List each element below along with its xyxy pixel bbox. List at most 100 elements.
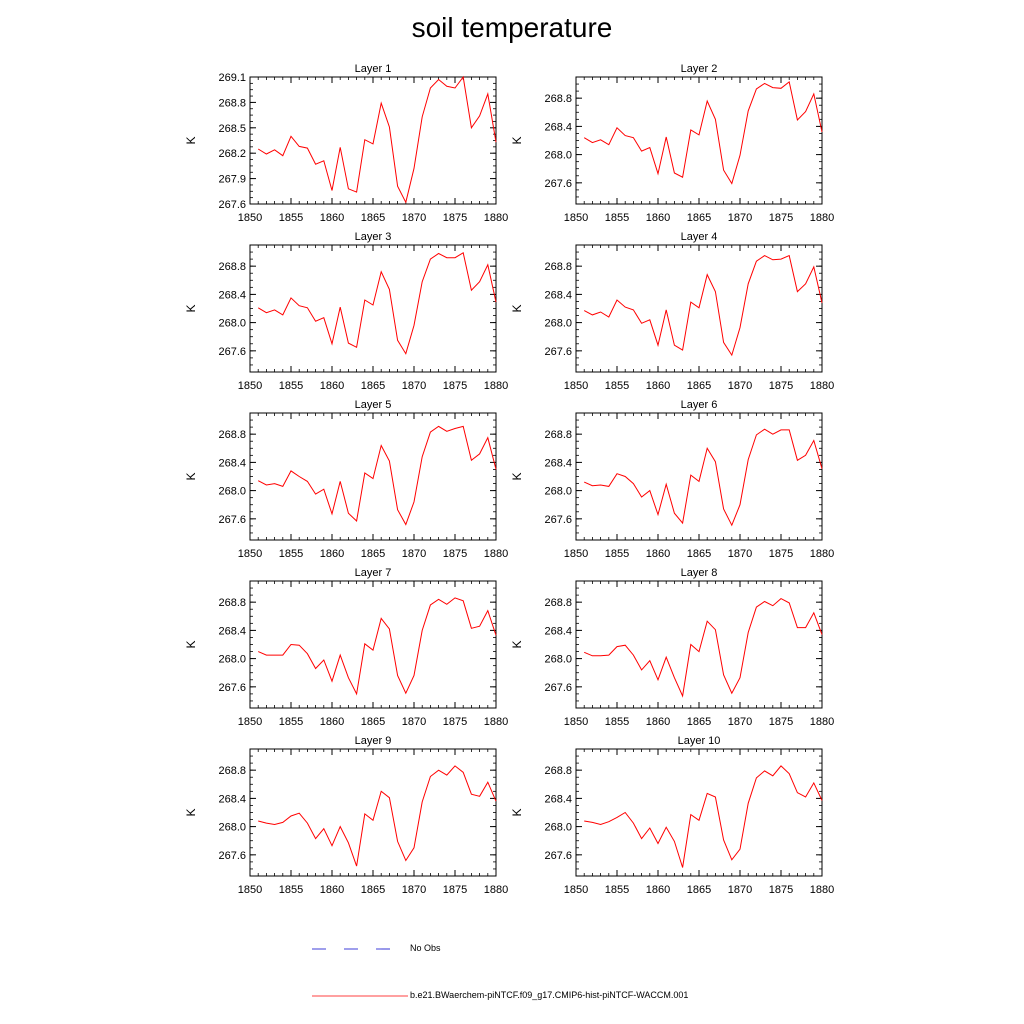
x-tick-label: 1880 bbox=[484, 548, 508, 560]
y-axis-label: K bbox=[184, 640, 198, 648]
x-tick-label: 1880 bbox=[484, 884, 508, 896]
panel-title: Layer 7 bbox=[355, 567, 392, 579]
y-tick-label: 267.9 bbox=[218, 174, 246, 186]
y-tick-label: 268.8 bbox=[544, 597, 572, 609]
x-tick-label: 1860 bbox=[320, 212, 344, 224]
x-tick-label: 1870 bbox=[728, 716, 752, 728]
x-tick-label: 1860 bbox=[320, 716, 344, 728]
x-tick-label: 1870 bbox=[402, 380, 426, 392]
y-tick-label: 268.0 bbox=[544, 318, 572, 330]
x-tick-label: 1865 bbox=[361, 380, 385, 392]
y-tick-label: 267.6 bbox=[218, 346, 246, 358]
y-axis-label: K bbox=[510, 304, 524, 312]
y-tick-label: 267.6 bbox=[544, 178, 572, 190]
y-tick-label: 267.6 bbox=[544, 346, 572, 358]
x-tick-label: 1880 bbox=[810, 380, 834, 392]
x-tick-label: 1850 bbox=[238, 716, 262, 728]
chart-panel-5: Layer 5 K 1850 1855 1860 1865 1870 1875 1880 267.… bbox=[184, 399, 508, 560]
x-tick-label: 1865 bbox=[687, 548, 711, 560]
x-tick-label: 1880 bbox=[810, 884, 834, 896]
y-tick-label: 268.0 bbox=[544, 150, 572, 162]
series-line bbox=[584, 765, 823, 868]
chart-panel-4: Layer 4 K 1850 1855 1860 1865 1870 1875 1880 267.… bbox=[510, 231, 834, 392]
x-tick-label: 1865 bbox=[687, 884, 711, 896]
y-tick-label: 268.0 bbox=[544, 822, 572, 834]
legend-model-label: b.e21.BWaerchem-piNTCF.f09_g17.CMIP6-his… bbox=[410, 990, 689, 1000]
series-line bbox=[257, 425, 497, 526]
y-tick-label: 268.0 bbox=[218, 486, 246, 498]
y-tick-label: 268.4 bbox=[218, 289, 246, 301]
x-tick-label: 1850 bbox=[238, 380, 262, 392]
x-tick-label: 1875 bbox=[443, 884, 467, 896]
x-tick-label: 1880 bbox=[484, 716, 508, 728]
x-tick-label: 1880 bbox=[810, 716, 834, 728]
x-tick-label: 1855 bbox=[605, 212, 629, 224]
x-tick-label: 1865 bbox=[687, 716, 711, 728]
y-tick-label: 268.2 bbox=[218, 148, 246, 160]
panel-title: Layer 4 bbox=[681, 231, 718, 243]
panel-title: Layer 1 bbox=[355, 63, 392, 75]
y-tick-label: 267.6 bbox=[544, 682, 572, 694]
x-tick-label: 1880 bbox=[484, 212, 508, 224]
x-tick-label: 1865 bbox=[687, 380, 711, 392]
x-tick-label: 1860 bbox=[646, 716, 670, 728]
chart-panel-3: Layer 3 K 1850 1855 1860 1865 1870 1875 1880 267.… bbox=[184, 231, 508, 392]
x-tick-label: 1865 bbox=[361, 212, 385, 224]
y-tick-label: 268.4 bbox=[218, 625, 246, 637]
chart-panel-1: Layer 1 K 1850 1855 1860 1865 1870 1875 1880 267.… bbox=[184, 63, 508, 224]
y-tick-label: 268.4 bbox=[218, 793, 246, 805]
x-tick-label: 1860 bbox=[646, 884, 670, 896]
x-tick-label: 1870 bbox=[402, 716, 426, 728]
y-tick-label: 268.4 bbox=[544, 793, 572, 805]
x-tick-label: 1880 bbox=[810, 548, 834, 560]
chart-panel-10: Layer 10 K 1850 1855 1860 1865 1870 1875 1880 267… bbox=[510, 735, 834, 896]
x-tick-label: 1875 bbox=[769, 716, 793, 728]
x-tick-label: 1855 bbox=[279, 884, 303, 896]
series-line bbox=[583, 81, 823, 185]
y-tick-label: 267.6 bbox=[544, 850, 572, 862]
y-tick-label: 267.6 bbox=[218, 682, 246, 694]
x-tick-label: 1875 bbox=[443, 716, 467, 728]
y-tick-label: 268.0 bbox=[544, 654, 572, 666]
x-tick-label: 1875 bbox=[769, 380, 793, 392]
chart-panel-2: Layer 2 K 1850 1855 1860 1865 1870 1875 1880 267.… bbox=[510, 63, 834, 224]
x-tick-label: 1860 bbox=[646, 212, 670, 224]
y-tick-label: 268.8 bbox=[544, 765, 572, 777]
y-tick-label: 268.8 bbox=[544, 429, 572, 441]
x-tick-label: 1870 bbox=[402, 548, 426, 560]
y-tick-label: 267.6 bbox=[218, 199, 246, 211]
x-tick-label: 1865 bbox=[361, 716, 385, 728]
y-tick-label: 267.6 bbox=[218, 850, 246, 862]
y-tick-label: 268.0 bbox=[218, 654, 246, 666]
y-tick-label: 268.8 bbox=[218, 765, 246, 777]
x-tick-label: 1875 bbox=[769, 884, 793, 896]
x-tick-label: 1875 bbox=[443, 548, 467, 560]
panel-title: Layer 2 bbox=[681, 63, 718, 75]
y-tick-label: 268.4 bbox=[544, 289, 572, 301]
x-tick-label: 1860 bbox=[646, 548, 670, 560]
y-tick-label: 268.0 bbox=[544, 486, 572, 498]
panel-title: Layer 5 bbox=[355, 399, 392, 411]
x-tick-label: 1870 bbox=[728, 548, 752, 560]
x-tick-label: 1875 bbox=[769, 212, 793, 224]
y-tick-label: 268.0 bbox=[218, 822, 246, 834]
y-tick-label: 267.6 bbox=[218, 514, 246, 526]
panel-title: Layer 9 bbox=[355, 735, 392, 747]
x-tick-label: 1850 bbox=[238, 884, 262, 896]
x-tick-label: 1850 bbox=[564, 380, 588, 392]
x-tick-label: 1860 bbox=[320, 380, 344, 392]
x-tick-label: 1850 bbox=[238, 212, 262, 224]
y-tick-label: 269.1 bbox=[218, 72, 246, 84]
x-tick-label: 1870 bbox=[402, 212, 426, 224]
panel-title: Layer 8 bbox=[681, 567, 718, 579]
x-tick-label: 1850 bbox=[564, 212, 588, 224]
x-tick-label: 1870 bbox=[728, 212, 752, 224]
x-tick-label: 1870 bbox=[402, 884, 426, 896]
series-line bbox=[583, 254, 823, 357]
y-tick-label: 268.4 bbox=[544, 625, 572, 637]
y-axis-label: K bbox=[184, 808, 198, 816]
x-tick-label: 1855 bbox=[605, 380, 629, 392]
y-tick-label: 268.8 bbox=[544, 93, 572, 105]
x-tick-label: 1850 bbox=[564, 884, 588, 896]
